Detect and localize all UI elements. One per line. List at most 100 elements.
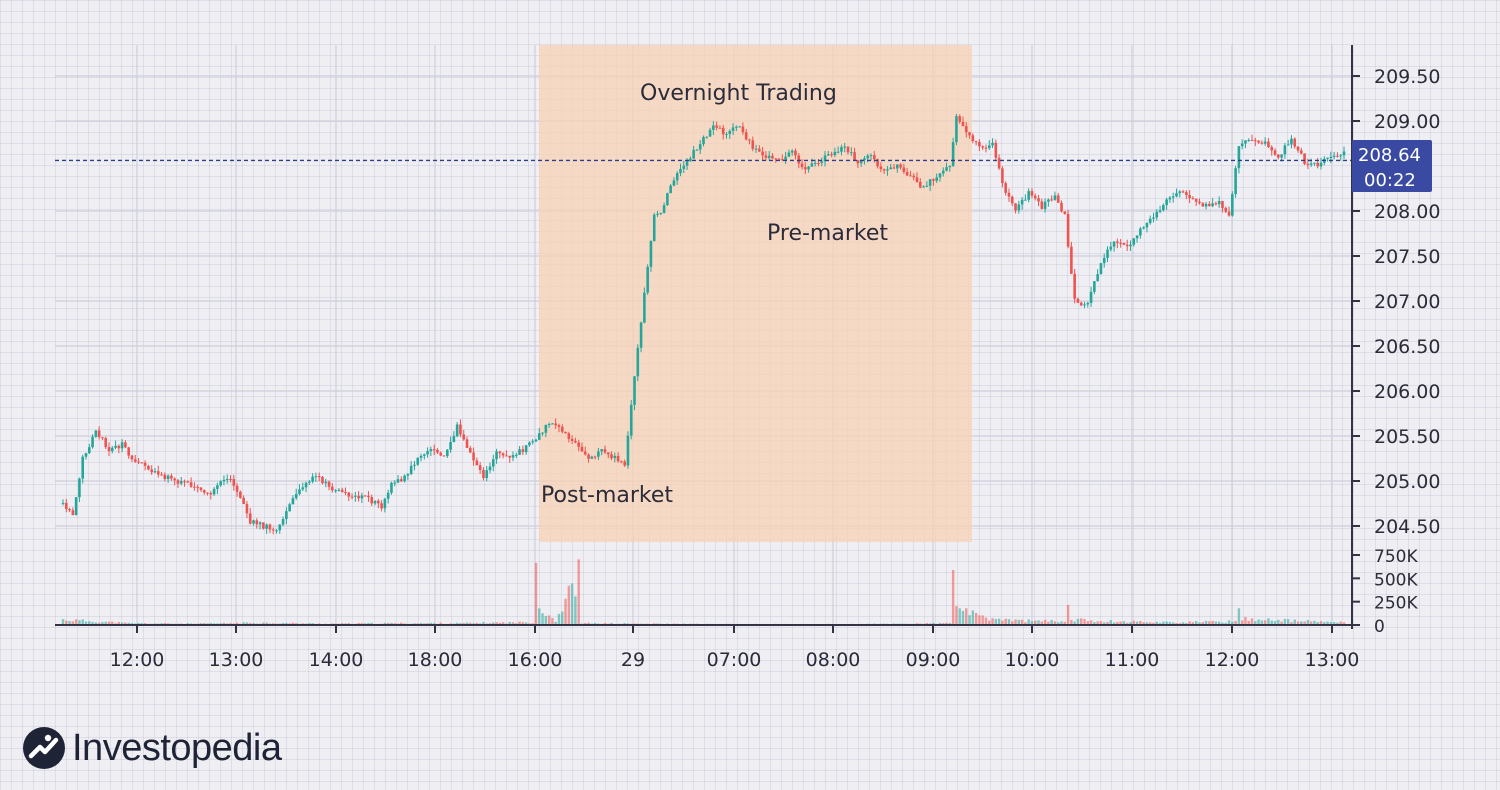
candle [1050, 195, 1053, 201]
candle [1073, 269, 1076, 303]
candle [1303, 153, 1306, 165]
candle [104, 437, 107, 449]
candle [1205, 202, 1208, 209]
candle [472, 447, 475, 465]
time-axis-ticks: 12:00 13:00 14:00 18:00 16:00 29 07:00 08:00 09:… [110, 625, 1360, 671]
candle [141, 462, 144, 463]
price-tick-label: 205.50 [1374, 426, 1440, 448]
candle [1224, 207, 1227, 213]
time-tick-label: 11:00 [1105, 649, 1160, 671]
candle [495, 449, 498, 464]
candle [1293, 137, 1296, 148]
candle [1336, 152, 1339, 157]
candle [114, 441, 117, 450]
candle [1064, 211, 1067, 215]
candle [380, 500, 383, 511]
candle [995, 140, 998, 162]
candle [311, 473, 314, 483]
candle [1218, 196, 1221, 207]
candle [88, 444, 91, 454]
candle [374, 500, 377, 505]
volume-bar [535, 563, 537, 625]
candle [1201, 202, 1204, 207]
candle [101, 437, 104, 440]
candle [275, 529, 278, 534]
candle [367, 491, 370, 502]
volume-bar [574, 596, 576, 625]
candle [1261, 140, 1264, 144]
time-tick-label: 14:00 [309, 649, 364, 671]
candle [216, 483, 219, 494]
candle [62, 499, 65, 505]
candle [1251, 135, 1254, 141]
candle [1169, 196, 1172, 203]
candle [528, 441, 531, 446]
candle [177, 479, 180, 488]
candle [357, 491, 360, 502]
candle [975, 141, 978, 146]
candle [121, 439, 124, 452]
time-tick-label: 13:00 [1305, 649, 1360, 671]
candle [85, 453, 88, 460]
volume-bar [1244, 617, 1246, 625]
candle [1178, 190, 1181, 197]
candle [292, 495, 295, 504]
candle [1047, 199, 1050, 207]
volume-bar [965, 608, 967, 625]
candle [1172, 193, 1175, 203]
candle [640, 322, 643, 353]
candle [213, 487, 216, 496]
candle [1109, 242, 1112, 252]
candle [1333, 152, 1336, 159]
candle [462, 430, 465, 441]
candle [196, 485, 199, 493]
candle [1034, 194, 1037, 201]
volume-bar [955, 606, 957, 625]
candle [1011, 196, 1014, 207]
candle [1096, 269, 1099, 281]
candle [1313, 163, 1316, 166]
candle [1116, 239, 1119, 249]
candle [453, 431, 456, 442]
candle [1185, 190, 1188, 199]
candle [262, 522, 265, 529]
candle [259, 521, 262, 529]
volume-bar [577, 559, 579, 625]
candle [124, 440, 127, 448]
volume-bar [558, 614, 560, 625]
candle [1001, 166, 1004, 187]
candle [65, 499, 68, 512]
time-tick-label: 12:00 [110, 649, 165, 671]
time-tick-label: 16:00 [508, 649, 563, 671]
candle [1100, 263, 1103, 275]
candle [95, 430, 98, 438]
candle [1080, 301, 1083, 306]
candle [955, 114, 958, 145]
candle [1159, 206, 1162, 213]
investopedia-logo-icon [22, 726, 66, 770]
volume-tick-label: 250K [1374, 594, 1418, 614]
candle [1231, 191, 1234, 217]
candle [147, 465, 150, 471]
candle [137, 458, 140, 464]
price-tick-label: 204.50 [1374, 516, 1440, 538]
candle [512, 451, 515, 461]
volume-bar [538, 608, 540, 625]
candle [328, 480, 331, 490]
candle [1123, 243, 1126, 245]
candle [1090, 287, 1093, 307]
candle [449, 437, 452, 453]
time-tick-label: 13:00 [209, 649, 264, 671]
candle [108, 442, 111, 456]
candle [233, 475, 236, 491]
candle [1215, 202, 1218, 206]
candle [1126, 240, 1129, 251]
candle [407, 473, 410, 480]
candle [1106, 246, 1109, 262]
volume-tick-label: 0 [1374, 617, 1385, 637]
volume-bar [978, 615, 980, 625]
candle [1241, 139, 1244, 149]
candle [111, 446, 114, 453]
price-chart: 209.50209.00208.00207.50207.00206.50206.… [0, 0, 1500, 720]
candle [157, 466, 160, 478]
